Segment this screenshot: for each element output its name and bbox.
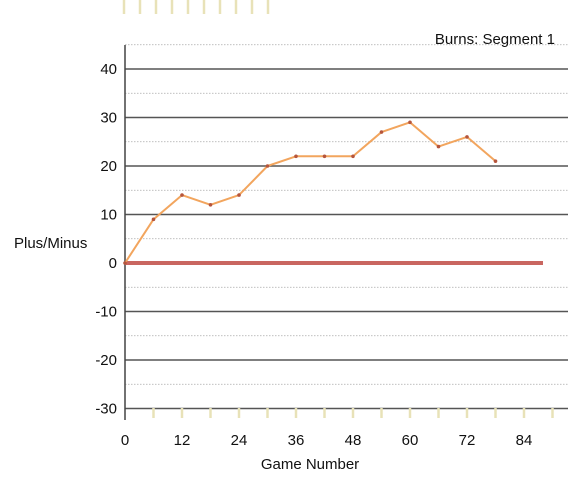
x-tick-label: 12 (174, 432, 191, 449)
x-axis-tick-marks (152, 408, 554, 418)
x-tick-labels: 0 12 24 36 48 60 72 84 (121, 432, 533, 449)
x-tick-label: 84 (516, 432, 533, 449)
y-tick-label: -20 (95, 352, 117, 369)
major-gridlines (125, 68, 568, 410)
y-tick-label: 10 (100, 207, 117, 224)
y-tick-label: 30 (100, 110, 117, 127)
data-point (180, 193, 184, 197)
data-point (379, 130, 384, 134)
series-line (124, 121, 497, 264)
series-points (123, 120, 498, 265)
data-point (322, 154, 327, 159)
data-point (493, 159, 498, 163)
data-point (151, 217, 156, 222)
data-point (436, 144, 441, 149)
data-point (351, 154, 355, 159)
minor-gridlines (125, 44, 568, 385)
data-point (465, 135, 469, 139)
data-point (123, 261, 127, 265)
x-tick-label: 0 (121, 432, 129, 449)
data-point (294, 154, 298, 159)
x-tick-label: 36 (288, 432, 305, 449)
data-point (265, 164, 270, 168)
y-tick-label: -10 (95, 304, 117, 321)
y-tick-label: 40 (100, 61, 117, 78)
x-tick-label: 24 (231, 432, 248, 449)
x-axis-title: Game Number (261, 456, 359, 473)
data-point (237, 193, 241, 197)
y-tick-label: 0 (109, 255, 117, 272)
x-tick-label: 48 (345, 432, 362, 449)
top-decorative-ticks (122, 0, 270, 14)
data-point (208, 203, 213, 207)
x-tick-label: 72 (459, 432, 476, 449)
chart-title: Burns: Segment 1 (435, 31, 555, 48)
y-tick-label: -30 (95, 401, 117, 418)
y-tick-label: 20 (100, 158, 117, 175)
x-tick-label: 60 (402, 432, 419, 449)
y-tick-labels: 40 30 20 10 0 -10 -20 -30 (95, 61, 117, 418)
data-point (408, 120, 412, 125)
y-axis-title: Plus/Minus (14, 235, 87, 252)
